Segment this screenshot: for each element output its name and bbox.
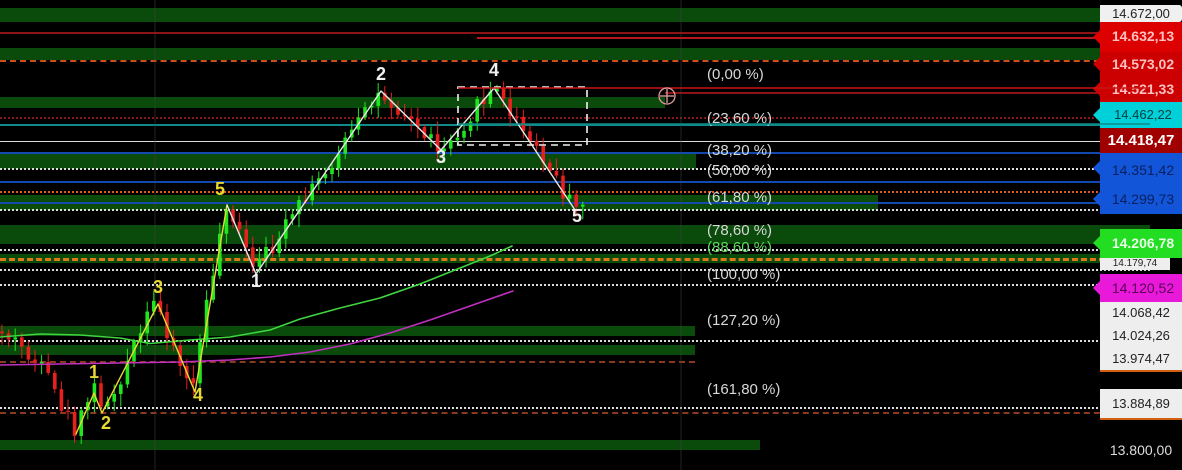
svg-text:2: 2 bbox=[376, 64, 386, 84]
svg-text:2: 2 bbox=[101, 413, 111, 433]
svg-text:1: 1 bbox=[89, 362, 99, 382]
svg-text:3: 3 bbox=[153, 277, 163, 297]
svg-text:4: 4 bbox=[193, 385, 203, 405]
svg-text:4: 4 bbox=[489, 60, 499, 80]
svg-text:1: 1 bbox=[251, 271, 261, 291]
